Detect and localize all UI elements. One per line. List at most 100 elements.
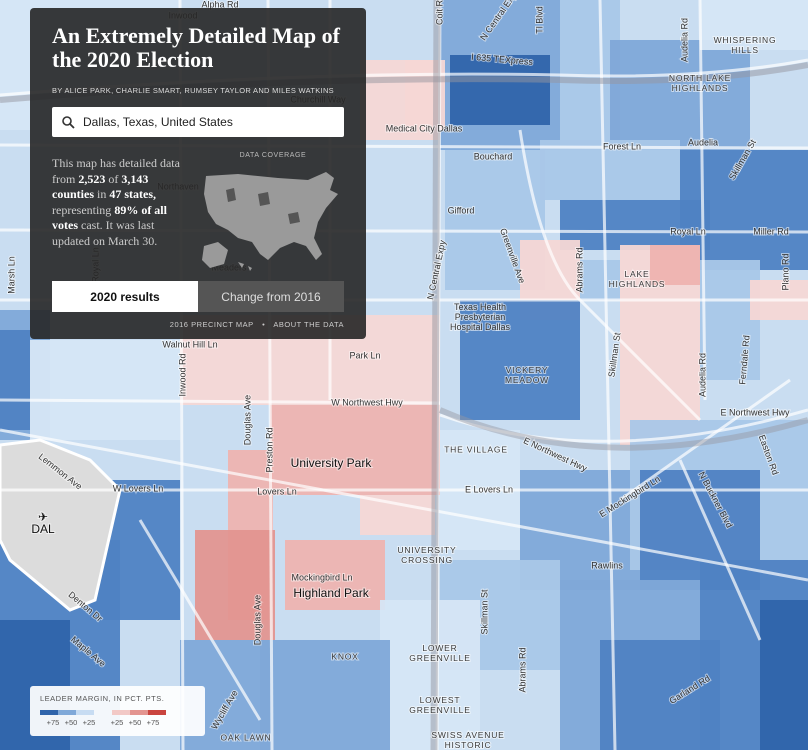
search-icon (62, 115, 75, 129)
airport-icon: ✈ (38, 510, 48, 524)
title: An Extremely Detailed Map of the 2020 El… (52, 23, 340, 72)
search-box[interactable]: Dallas, Texas, United States (52, 107, 344, 137)
map-label: Skillman St (479, 589, 489, 635)
map-label: E Northwest Hwy (720, 407, 790, 417)
legend-label: +50 (129, 718, 142, 727)
links: 2016 PRECINCT MAP • ABOUT THE DATA (52, 320, 344, 329)
description: This map has detailed data from 2,523 of… (52, 156, 192, 249)
map-label: Coit Rd (434, 0, 444, 25)
map-label: Alpha Rd (201, 0, 238, 9)
precinct (540, 140, 680, 200)
precinct (460, 300, 580, 420)
map-label: Rawlins (591, 560, 623, 570)
airport (0, 438, 122, 612)
description-part: cast. It was last updated on March 30. (52, 218, 158, 248)
precinct (760, 600, 808, 750)
precinct (0, 0, 30, 130)
map-label: Marsh Ln (6, 256, 16, 294)
legend-title: LEADER MARGIN, IN PCT. PTS. (40, 694, 165, 703)
map-label: KNOX (331, 651, 358, 661)
map-label: University Park (291, 456, 373, 470)
map-label: Forest Ln (603, 141, 641, 151)
map-label: Gifford (448, 205, 475, 215)
legend-swatch (148, 710, 166, 715)
map-label: WHISPERING HILLS (714, 35, 777, 55)
road (598, 0, 617, 750)
road (439, 408, 808, 443)
description-part: 3,143 counties (52, 171, 149, 202)
map-label: W Lovers Ln (113, 483, 164, 493)
description-part: 89% of all votes (52, 202, 167, 233)
map-label: Bouchard (474, 151, 513, 161)
precinct (30, 340, 180, 440)
link[interactable]: 2016 PRECINCT MAP (169, 320, 254, 329)
precinct (380, 600, 480, 750)
map-label: SWISS AVENUE HISTORIC (431, 730, 504, 750)
map-label: Douglas Ave (242, 395, 252, 445)
precinct (0, 330, 30, 430)
legend-label: +75 (47, 718, 60, 727)
map-label: Douglas Ave (252, 595, 262, 645)
map-label: DAL (31, 522, 55, 536)
tab-change[interactable]: Change from 2016 (198, 281, 344, 312)
precinct (580, 260, 620, 300)
map-label: Audelia Rd (679, 18, 689, 62)
road (678, 459, 762, 641)
road (0, 428, 808, 582)
separator: • (262, 320, 266, 329)
map-label: Preston Rd (264, 427, 274, 472)
map-label: Abrams Rd (574, 247, 584, 292)
legend-scale: +75 +50 +25 +25 +50 +75 (40, 710, 166, 727)
description-part: This map has detailed data from (52, 156, 180, 186)
byline: BY ALICE PARK, CHARLIE SMART, RUMSEY TAY… (52, 86, 334, 95)
map-label: Audelia (688, 137, 718, 147)
legend-label: +50 (65, 718, 78, 727)
map-label: Texas Health Presbyterian Hospital Dallas (450, 302, 511, 332)
highway (438, 407, 808, 451)
legend-swatch (130, 710, 148, 715)
legend-swatch (58, 710, 76, 715)
highway (430, 0, 441, 750)
map-label: E Lovers Ln (465, 484, 513, 494)
map-label: Walnut Hill Ln (162, 339, 217, 349)
map-label: NORTH LAKE HIGHLANDS (669, 73, 731, 93)
map-label: Audelia Rd (697, 353, 707, 397)
road (619, 378, 791, 502)
search-text: Dallas, Texas, United States (83, 115, 233, 129)
tab-results[interactable]: 2020 results (52, 281, 198, 312)
precinct (650, 245, 700, 285)
description-part: in (94, 187, 110, 201)
legend-label: +25 (111, 718, 124, 727)
info-panel: An Extremely Detailed Map of the 2020 El… (30, 8, 366, 339)
map-label: LOWEST GREENVILLE (409, 695, 470, 715)
link[interactable]: ABOUT THE DATA (273, 320, 344, 329)
map-label: LOWER GREENVILLE (409, 643, 470, 663)
description-part: of (105, 171, 122, 186)
map-label: Miller Rd (753, 226, 789, 236)
map-label: Royal Ln (670, 226, 706, 236)
map-label: Medical City Dallas (386, 123, 463, 133)
description-part: 47 states, (109, 187, 157, 201)
legend-swatch (40, 710, 58, 715)
description-part: 2,523 (78, 171, 106, 186)
map-label: Highland Park (293, 586, 369, 600)
legend-swatch (76, 710, 94, 715)
map-label: Abrams Rd (517, 647, 527, 692)
map-label: Inwood Rd (177, 353, 187, 396)
map-label: Plano Rd (780, 253, 790, 290)
coverage-label: DATA COVERAGE (239, 152, 307, 159)
precinct (270, 405, 440, 495)
precinct (360, 495, 435, 535)
legend: LEADER MARGIN, IN PCT. PTS. +75 +50 +25 +25… (30, 686, 205, 736)
map-label: W Northwest Hwy (331, 397, 403, 407)
tabs: 2020 results Change from 2016 (52, 281, 344, 312)
precinct (600, 640, 720, 750)
legend-label: +25 (83, 718, 96, 727)
map-label: Mockingbird Ln (291, 572, 352, 582)
map-label: THE VILLAGE (444, 444, 508, 454)
map-label: LAKE HIGHLANDS (609, 269, 666, 289)
road (698, 0, 707, 401)
legend-label: +75 (147, 718, 160, 727)
road (518, 129, 702, 422)
